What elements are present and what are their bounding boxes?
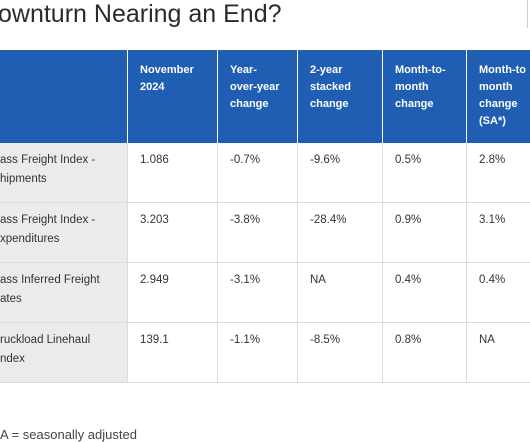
row-label: ass Freight Index - xpenditures: [0, 203, 128, 263]
footnote: A = seasonally adjusted: [0, 427, 137, 442]
table-cell: 139.1: [128, 323, 218, 383]
table-cell: 3.1%: [467, 203, 530, 263]
header-row: November 2024 Year- over-year change 2-yea…: [0, 50, 530, 143]
table-cell: 2.949: [128, 263, 218, 323]
column-header: Year- over-year change: [218, 50, 298, 143]
table-cell: -0.7%: [218, 143, 298, 203]
table-cell: 3.203: [128, 203, 218, 263]
table-cell: 2.8%: [467, 143, 530, 203]
data-table: November 2024 Year- over-year change 2-yea…: [0, 50, 530, 383]
table-cell: 0.5%: [383, 143, 467, 203]
table-cell: 0.9%: [383, 203, 467, 263]
row-label: ruckload Linehaul ndex: [0, 323, 128, 383]
table-cell: NA: [467, 323, 530, 383]
row-label: ass Freight Index - hipments: [0, 143, 128, 203]
table-cell: -9.6%: [298, 143, 383, 203]
divider: [527, 0, 528, 28]
table-cell: -28.4%: [298, 203, 383, 263]
table-cell: -1.1%: [218, 323, 298, 383]
table-cell: 1.086: [128, 143, 218, 203]
table-cell: 0.4%: [383, 263, 467, 323]
table-row: ass Inferred Freight ates 2.949 -3.1% NA 0.4…: [0, 263, 530, 323]
column-header: [0, 50, 128, 143]
table-cell: 0.8%: [383, 323, 467, 383]
table-cell: 0.4%: [467, 263, 530, 323]
column-header: Month-to- month change: [383, 50, 467, 143]
table-cell: -3.8%: [218, 203, 298, 263]
table-cell: NA: [298, 263, 383, 323]
row-label: ass Inferred Freight ates: [0, 263, 128, 323]
column-header: Month-to month change (SA*): [467, 50, 530, 143]
page-title: ownturn Nearing an End?: [0, 0, 282, 28]
table-row: ass Freight Index - xpenditures 3.203 -3.8…: [0, 203, 530, 263]
table-row: ruckload Linehaul ndex 139.1 -1.1% -8.5% 0.8…: [0, 323, 530, 383]
table-row: ass Freight Index - hipments 1.086 -0.7% -9…: [0, 143, 530, 203]
column-header: 2-year stacked change: [298, 50, 383, 143]
column-header: November 2024: [128, 50, 218, 143]
table-cell: -3.1%: [218, 263, 298, 323]
table-cell: -8.5%: [298, 323, 383, 383]
